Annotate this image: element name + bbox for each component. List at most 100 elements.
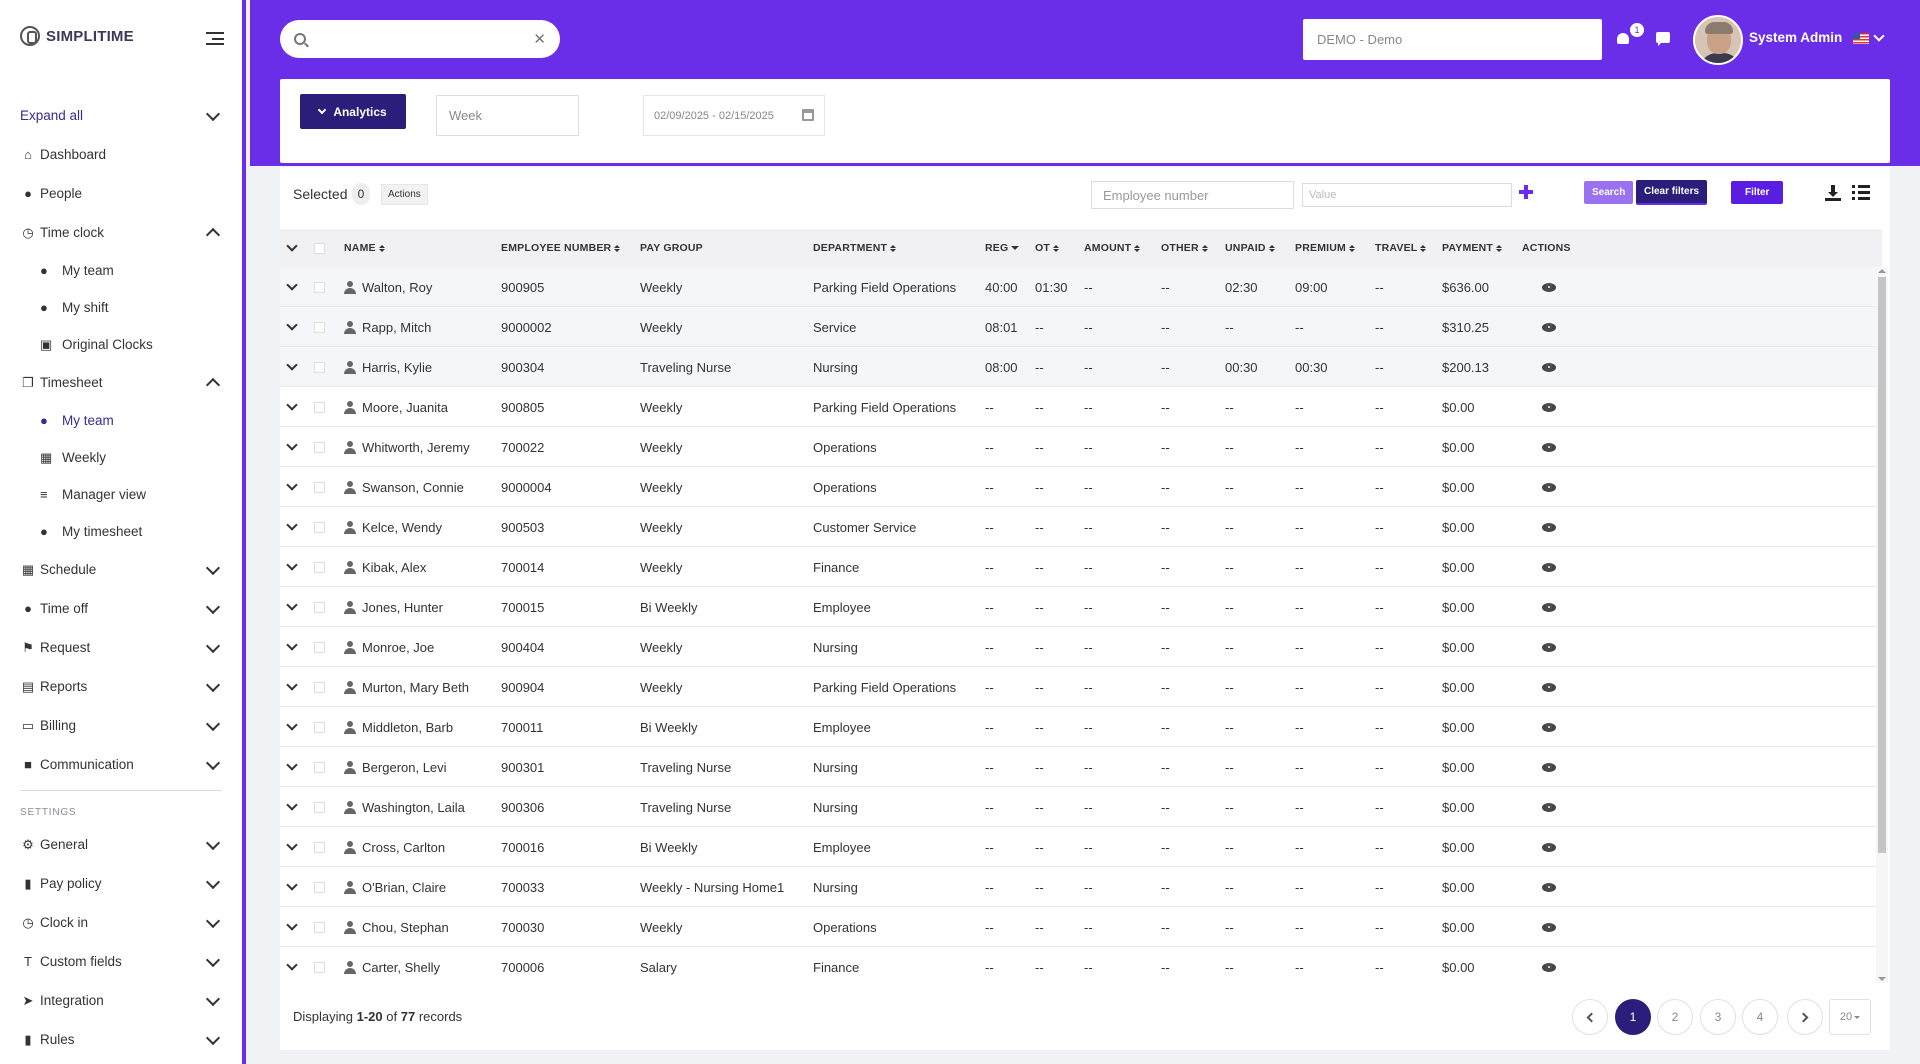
employee-name-link[interactable]: Walton, Roy	[344, 267, 432, 307]
row-checkbox[interactable]	[314, 747, 325, 787]
column-header-amount[interactable]: AMOUNT	[1084, 229, 1141, 267]
view-button[interactable]	[1542, 467, 1556, 507]
expand-row-button[interactable]	[286, 867, 298, 907]
search-button[interactable]: Search	[1584, 181, 1634, 204]
date-range-picker[interactable]: 02/09/2025 - 02/15/2025	[643, 95, 825, 136]
settings-item-pay-policy[interactable]: ▮ Pay policy	[0, 864, 242, 903]
row-checkbox[interactable]	[314, 787, 325, 827]
sidebar-item-billing[interactable]: ▭ Billing	[0, 706, 242, 745]
chat-icon[interactable]	[1656, 32, 1670, 46]
period-select[interactable]: Week	[436, 95, 579, 136]
employee-name-link[interactable]: Middleton, Barb	[344, 707, 453, 747]
company-selector[interactable]: DEMO - Demo	[1303, 19, 1602, 60]
table-row[interactable]: O'Brian, Claire 700033 Weekly - Nursing Ho…	[280, 867, 1876, 907]
employee-name-link[interactable]: Bergeron, Levi	[344, 747, 447, 787]
view-button[interactable]	[1542, 347, 1556, 387]
sidebar-subitem-my-timesheet[interactable]: ● My timesheet	[0, 513, 242, 550]
view-button[interactable]	[1542, 907, 1556, 947]
row-checkbox[interactable]	[314, 867, 325, 907]
row-checkbox[interactable]	[314, 667, 325, 707]
column-header-other[interactable]: OTHER	[1161, 229, 1208, 267]
expand-row-button[interactable]	[286, 507, 298, 547]
expand-row-button[interactable]	[286, 307, 298, 347]
sidebar-item-people[interactable]: ● People	[0, 174, 242, 213]
column-header-ot[interactable]: OT	[1035, 229, 1059, 267]
row-checkbox[interactable]	[314, 587, 325, 627]
expand-row-button[interactable]	[286, 467, 298, 507]
employee-name-link[interactable]: Kibak, Alex	[344, 547, 426, 587]
table-row[interactable]: Bergeron, Levi 900301 Traveling Nurse Nursi…	[280, 747, 1876, 787]
expand-row-button[interactable]	[286, 547, 298, 587]
row-checkbox[interactable]	[314, 507, 325, 547]
employee-name-link[interactable]: Cross, Carlton	[344, 827, 445, 867]
view-button[interactable]	[1542, 947, 1556, 983]
view-button[interactable]	[1542, 707, 1556, 747]
actions-button[interactable]: Actions	[381, 184, 428, 205]
sidebar-subitem-my-shift[interactable]: ● My shift	[0, 289, 242, 326]
sidebar-subitem-manager-view[interactable]: ≡ Manager view	[0, 476, 242, 513]
view-button[interactable]	[1542, 267, 1556, 307]
expand-row-button[interactable]	[286, 347, 298, 387]
row-checkbox[interactable]	[314, 947, 325, 983]
row-checkbox[interactable]	[314, 427, 325, 467]
employee-name-link[interactable]: Monroe, Joe	[344, 627, 434, 667]
expand-row-button[interactable]	[286, 707, 298, 747]
table-row[interactable]: Carter, Shelly 700006 Salary Finance -- -- -- -…	[280, 947, 1876, 983]
page-size-select[interactable]: 20	[1829, 999, 1871, 1035]
employee-name-link[interactable]: Swanson, Connie	[344, 467, 464, 507]
global-search[interactable]: ✕	[280, 20, 560, 58]
add-filter-icon[interactable]	[1519, 185, 1533, 199]
employee-name-link[interactable]: O'Brian, Claire	[344, 867, 446, 907]
expand-row-button[interactable]	[286, 907, 298, 947]
expand-row-button[interactable]	[286, 667, 298, 707]
sidebar-subitem-original-clocks[interactable]: ▣ Original Clocks	[0, 326, 242, 363]
employee-name-link[interactable]: Chou, Stephan	[344, 907, 449, 947]
select-all-checkbox[interactable]	[314, 229, 325, 267]
table-row[interactable]: Middleton, Barb 700011 Bi Weekly Employee --…	[280, 707, 1876, 747]
column-header-travel[interactable]: TRAVEL	[1375, 229, 1427, 267]
table-row[interactable]: Cross, Carlton 700016 Bi Weekly Employee -- -…	[280, 827, 1876, 867]
employee-name-link[interactable]: Kelce, Wendy	[344, 507, 442, 547]
table-row[interactable]: Kelce, Wendy 900503 Weekly Customer Service…	[280, 507, 1876, 547]
expand-row-button[interactable]	[286, 627, 298, 667]
sidebar-subitem-my-team[interactable]: ● My team	[0, 402, 242, 439]
row-checkbox[interactable]	[314, 827, 325, 867]
page-3-button[interactable]: 3	[1700, 999, 1736, 1035]
employee-name-link[interactable]: Rapp, Mitch	[344, 307, 431, 347]
logo[interactable]: SIMPLITIME	[20, 26, 134, 46]
employee-name-link[interactable]: Whitworth, Jeremy	[344, 427, 470, 467]
prev-page-button[interactable]	[1572, 999, 1608, 1035]
column-header-name[interactable]: NAME	[344, 229, 385, 267]
view-button[interactable]	[1542, 307, 1556, 347]
employee-name-link[interactable]: Carter, Shelly	[344, 947, 440, 983]
column-header-department[interactable]: DEPARTMENT	[813, 229, 897, 267]
sidebar-item-schedule[interactable]: ▦ Schedule	[0, 550, 242, 589]
sidebar-item-time-clock[interactable]: ◷ Time clock	[0, 213, 242, 252]
menu-toggle-icon[interactable]	[206, 32, 224, 45]
sidebar-subitem-my-team[interactable]: ● My team	[0, 252, 242, 289]
row-checkbox[interactable]	[314, 707, 325, 747]
value-field[interactable]: Value	[1302, 183, 1512, 207]
row-checkbox[interactable]	[314, 267, 325, 307]
sidebar-item-reports[interactable]: ▤ Reports	[0, 667, 242, 706]
row-checkbox[interactable]	[314, 387, 325, 427]
column-header-premium[interactable]: PREMIUM	[1295, 229, 1355, 267]
view-button[interactable]	[1542, 427, 1556, 467]
table-row[interactable]: Monroe, Joe 900404 Weekly Nursing -- -- -- -- --…	[280, 627, 1876, 667]
table-row[interactable]: Swanson, Connie 9000004 Weekly Operations --…	[280, 467, 1876, 507]
view-button[interactable]	[1542, 547, 1556, 587]
row-checkbox[interactable]	[314, 547, 325, 587]
table-row[interactable]: Kibak, Alex 700014 Weekly Finance -- -- -- -- --…	[280, 547, 1876, 587]
view-button[interactable]	[1542, 827, 1556, 867]
row-checkbox[interactable]	[314, 467, 325, 507]
us-flag-icon[interactable]	[1853, 33, 1869, 44]
expand-all-rows[interactable]	[286, 229, 298, 267]
sidebar-item-request[interactable]: ⚑ Request	[0, 628, 242, 667]
expand-row-button[interactable]	[286, 267, 298, 307]
row-checkbox[interactable]	[314, 627, 325, 667]
table-row[interactable]: Chou, Stephan 700030 Weekly Operations -- -- -…	[280, 907, 1876, 947]
expand-row-button[interactable]	[286, 427, 298, 467]
row-checkbox[interactable]	[314, 307, 325, 347]
employee-name-link[interactable]: Harris, Kylie	[344, 347, 432, 387]
notification-bell-icon[interactable]: 1	[1616, 21, 1646, 46]
